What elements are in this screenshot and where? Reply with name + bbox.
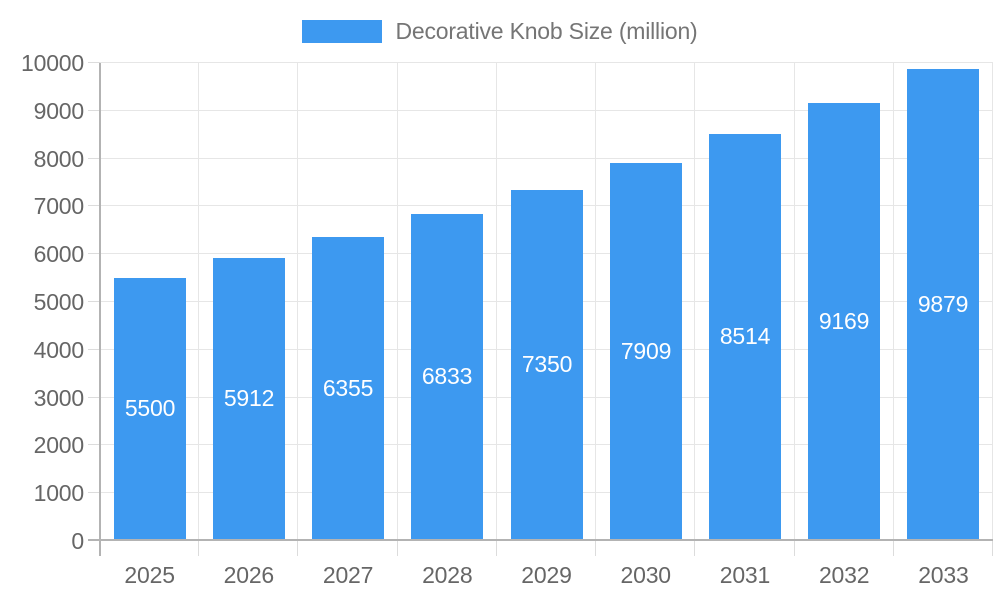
bar-value-label: 9169 xyxy=(818,307,870,334)
x-tick-label: 2029 xyxy=(521,562,572,588)
y-tick-label: 8000 xyxy=(33,145,85,172)
legend-label: Decorative Knob Size (million) xyxy=(395,18,698,44)
y-axis-tick xyxy=(88,396,100,398)
y-axis-tick xyxy=(88,109,100,111)
bar-2029[interactable]: 7350 xyxy=(511,190,583,539)
bar-2028[interactable]: 6833 xyxy=(411,214,483,539)
x-tick-label: 2033 xyxy=(918,562,969,588)
bar-2031[interactable]: 8514 xyxy=(709,134,781,539)
bar-value-label: 8514 xyxy=(719,323,771,349)
h-gridline xyxy=(100,109,993,111)
y-tick-label: 10000 xyxy=(21,50,84,76)
bar-2030[interactable]: 7909 xyxy=(610,163,682,539)
y-axis-tick xyxy=(88,205,100,207)
bar-2033[interactable]: 9879 xyxy=(907,69,979,539)
x-axis-tick xyxy=(198,541,200,556)
y-axis-tick xyxy=(88,62,100,63)
bar-2032[interactable]: 9169 xyxy=(808,103,880,539)
h-gridline xyxy=(100,62,993,63)
v-gridline xyxy=(694,63,696,541)
x-axis-tick xyxy=(892,541,894,556)
x-axis-line xyxy=(88,539,993,541)
x-axis-tick xyxy=(694,541,696,556)
y-tick-label: 5000 xyxy=(33,289,85,315)
v-gridline xyxy=(992,63,993,541)
bar-value-label: 5912 xyxy=(223,385,275,411)
y-tick-label: 1000 xyxy=(33,480,85,507)
v-gridline xyxy=(495,63,497,541)
legend-swatch xyxy=(302,20,383,43)
bar-2026[interactable]: 5912 xyxy=(213,258,285,539)
x-tick-label: 2032 xyxy=(818,562,870,588)
x-tick-label: 2028 xyxy=(422,562,473,588)
bar-value-label: 9879 xyxy=(917,290,969,317)
y-tick-label: 9000 xyxy=(33,97,85,124)
v-gridline xyxy=(595,63,597,541)
y-axis-line xyxy=(99,63,101,556)
bar-value-label: 6833 xyxy=(421,363,473,389)
x-axis-tick xyxy=(297,541,299,556)
x-axis-tick xyxy=(396,541,398,556)
bar-2027[interactable]: 6355 xyxy=(312,237,384,539)
v-gridline xyxy=(198,63,200,541)
y-tick-label: 6000 xyxy=(33,241,85,268)
y-axis-tick xyxy=(88,348,100,350)
bar-value-label: 5500 xyxy=(124,395,176,421)
y-axis-tick xyxy=(88,301,100,302)
x-axis-tick xyxy=(793,541,795,556)
v-gridline xyxy=(297,63,299,541)
x-tick-label: 2026 xyxy=(223,562,275,588)
bar-2025[interactable]: 5500 xyxy=(114,278,186,539)
bar-value-label: 7909 xyxy=(620,337,672,364)
y-tick-label: 4000 xyxy=(33,336,85,363)
h-gridline xyxy=(100,157,993,159)
v-gridline xyxy=(892,63,894,541)
bar-value-label: 7350 xyxy=(521,351,573,377)
x-axis-tick xyxy=(595,541,597,556)
y-tick-label: 7000 xyxy=(33,193,85,220)
y-tick-label: 3000 xyxy=(33,384,85,411)
plot-area: 5500 5912 6355 6833 7350 7909 8514 9169 9879 xyxy=(88,62,993,556)
y-axis-tick xyxy=(88,444,100,446)
x-tick-label: 2030 xyxy=(620,562,672,588)
y-tick-label: 0 xyxy=(71,528,84,554)
x-tick-label: 2031 xyxy=(719,562,771,588)
x-axis-tick xyxy=(992,541,993,556)
x-axis-tick xyxy=(495,541,497,556)
y-axis-tick xyxy=(88,157,100,159)
y-axis-tick xyxy=(88,253,100,255)
bar-value-label: 6355 xyxy=(322,374,374,401)
y-tick-label: 2000 xyxy=(33,432,85,459)
y-axis-tick xyxy=(88,492,100,494)
x-tick-label: 2025 xyxy=(124,562,175,588)
v-gridline xyxy=(793,63,795,541)
x-tick-label: 2027 xyxy=(322,562,374,588)
legend[interactable]: Decorative Knob Size (million) xyxy=(0,18,1000,45)
v-gridline xyxy=(396,63,398,541)
